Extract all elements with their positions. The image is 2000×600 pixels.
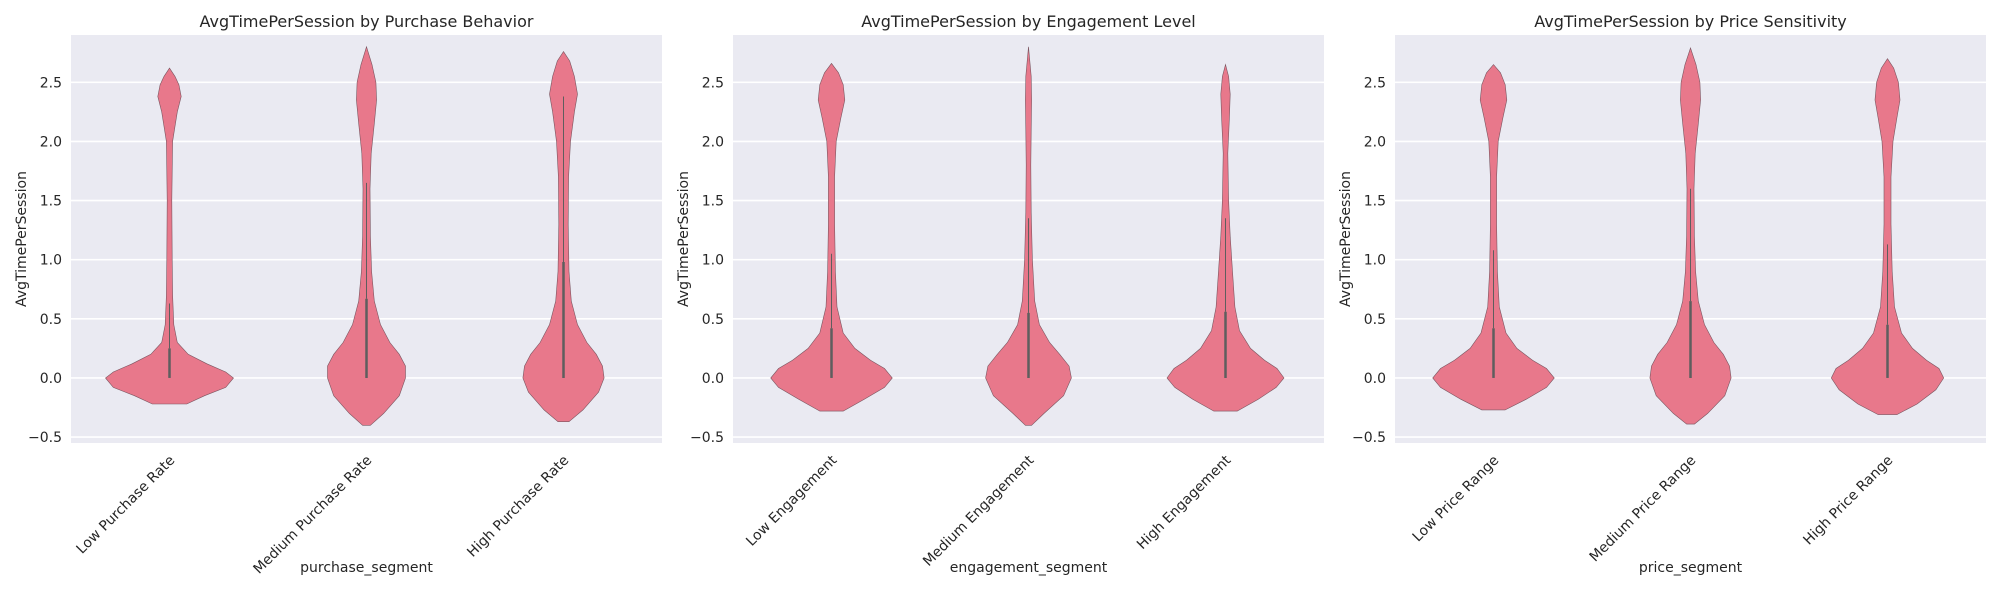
y-axis-label: AvgTimePerSession bbox=[1338, 171, 1354, 307]
y-tick-label: 1.0 bbox=[1364, 253, 1386, 269]
x-tick-label: Medium Purchase Rate bbox=[250, 453, 375, 578]
y-tick-label: 1.0 bbox=[40, 253, 62, 269]
x-tick-label: Low Price Range bbox=[1410, 453, 1503, 546]
y-tick-label: 0.0 bbox=[40, 371, 62, 387]
y-tick-label: 2.0 bbox=[40, 134, 62, 150]
y-tick-label: −0.5 bbox=[28, 430, 62, 446]
chart-title: AvgTimePerSession by Purchase Behavior bbox=[200, 12, 534, 31]
x-axis-label: engagement_segment bbox=[950, 560, 1108, 576]
y-tick-label: −0.5 bbox=[690, 430, 724, 446]
x-axis-label: price_segment bbox=[1639, 560, 1743, 576]
violin-1 bbox=[105, 67, 234, 405]
y-tick-label: 1.0 bbox=[702, 253, 724, 269]
x-tick-label: Medium Price Range bbox=[1587, 453, 1700, 566]
y-tick-label: 0.5 bbox=[1364, 312, 1386, 328]
y-tick-label: 0.0 bbox=[1364, 371, 1386, 387]
y-tick-label: 1.5 bbox=[40, 194, 62, 210]
violin-1 bbox=[1432, 64, 1555, 411]
y-tick-label: 0.5 bbox=[40, 312, 62, 328]
x-tick-label: Low Engagement bbox=[743, 452, 840, 549]
chart-title: AvgTimePerSession by Price Sensitivity bbox=[1534, 12, 1847, 31]
violin-3 bbox=[1830, 58, 1945, 415]
panel-3: −0.5 0.0 0.5 1.0 1.5 2.0 2.5 Low Price Range Med… bbox=[1338, 12, 1986, 576]
y-axis-label: AvgTimePerSession bbox=[676, 171, 692, 307]
x-tick-label: Medium Engagement bbox=[920, 452, 1038, 570]
x-tick-label: High Purchase Rate bbox=[464, 453, 572, 561]
y-axis-label: AvgTimePerSession bbox=[14, 171, 30, 307]
x-tick-label: Low Purchase Rate bbox=[74, 453, 179, 558]
violin-1 bbox=[770, 62, 893, 412]
x-tick-label: High Price Range bbox=[1800, 453, 1896, 549]
y-tick-label: 2.5 bbox=[1364, 75, 1386, 91]
y-tick-label: 1.5 bbox=[702, 194, 724, 210]
y-tick-label: −0.5 bbox=[1352, 430, 1386, 446]
y-tick-label: 2.0 bbox=[1364, 134, 1386, 150]
panel-2: −0.5 0.0 0.5 1.0 1.5 2.0 2.5 Low Engagement Medi… bbox=[676, 12, 1324, 576]
y-tick-label: 2.5 bbox=[702, 75, 724, 91]
chart-title: AvgTimePerSession by Engagement Level bbox=[861, 12, 1196, 31]
panel-1: −0.5 0.0 0.5 1.0 1.5 2.0 2.5 Low Purchase Rate M… bbox=[14, 12, 662, 577]
y-tick-label: 0.0 bbox=[702, 371, 724, 387]
y-tick-label: 2.0 bbox=[702, 134, 724, 150]
y-tick-label: 2.5 bbox=[40, 75, 62, 91]
y-tick-label: 1.5 bbox=[1364, 194, 1386, 210]
x-tick-label: High Engagement bbox=[1134, 452, 1235, 553]
x-axis-label: purchase_segment bbox=[300, 560, 433, 576]
y-tick-label: 0.5 bbox=[702, 312, 724, 328]
